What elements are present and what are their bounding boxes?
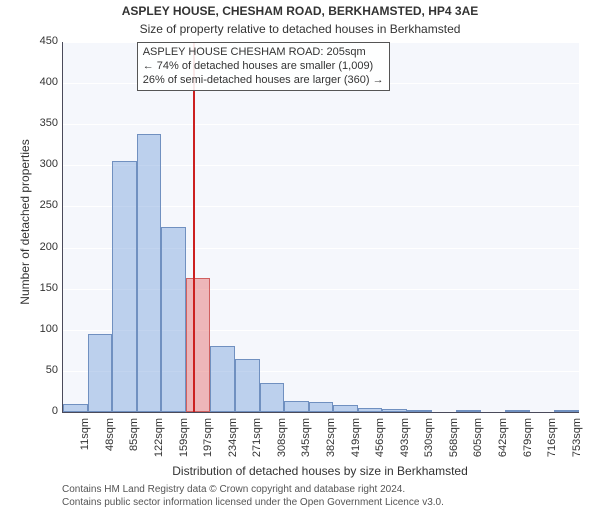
- y-tick-label: 400: [28, 76, 58, 88]
- x-tick-label: 568sqm: [448, 418, 460, 468]
- bar: [309, 402, 334, 412]
- x-tick-label: 11sqm: [79, 418, 91, 468]
- info-box-line: 26% of semi-detached houses are larger (…: [143, 74, 384, 88]
- y-axis-label: Number of detached properties: [18, 122, 32, 322]
- x-tick-label: 234sqm: [227, 418, 239, 468]
- info-box-line: ASPLEY HOUSE CHESHAM ROAD: 205sqm: [143, 46, 384, 60]
- x-tick-label: 716sqm: [546, 418, 558, 468]
- marker-line: [193, 42, 195, 412]
- x-tick-label: 122sqm: [153, 418, 165, 468]
- x-tick-label: 48sqm: [104, 418, 116, 468]
- info-box: ASPLEY HOUSE CHESHAM ROAD: 205sqm← 74% o…: [137, 42, 390, 91]
- bar: [382, 409, 407, 412]
- bar: [284, 401, 309, 412]
- y-tick-label: 50: [28, 364, 58, 376]
- x-tick-label: 530sqm: [423, 418, 435, 468]
- x-tick-label: 679sqm: [522, 418, 534, 468]
- grid-line: [63, 124, 579, 125]
- bar: [161, 227, 186, 412]
- x-tick-label: 456sqm: [374, 418, 386, 468]
- bar-highlight: [186, 278, 211, 412]
- y-tick-label: 150: [28, 282, 58, 294]
- info-box-line: ← 74% of detached houses are smaller (1,…: [143, 60, 384, 74]
- bar: [456, 410, 481, 412]
- y-tick-label: 350: [28, 117, 58, 129]
- x-tick-label: 642sqm: [497, 418, 509, 468]
- x-tick-label: 493sqm: [399, 418, 411, 468]
- bar: [112, 161, 137, 412]
- x-tick-label: 382sqm: [325, 418, 337, 468]
- bar: [210, 346, 235, 412]
- chart-title: ASPLEY HOUSE, CHESHAM ROAD, BERKHAMSTED,…: [0, 4, 600, 18]
- y-tick-label: 450: [28, 35, 58, 47]
- bar: [505, 410, 530, 412]
- x-tick-label: 605sqm: [472, 418, 484, 468]
- y-tick-label: 100: [28, 323, 58, 335]
- bar: [137, 134, 162, 412]
- plot-area: ASPLEY HOUSE CHESHAM ROAD: 205sqm← 74% o…: [62, 42, 579, 413]
- footer-line: Contains public sector information licen…: [62, 497, 444, 509]
- bar: [235, 359, 260, 412]
- y-tick-label: 0: [28, 405, 58, 417]
- x-axis-label: Distribution of detached houses by size …: [62, 464, 578, 478]
- x-tick-label: 345sqm: [300, 418, 312, 468]
- bar: [333, 405, 358, 412]
- bar: [88, 334, 113, 412]
- chart-subtitle: Size of property relative to detached ho…: [0, 22, 600, 36]
- footer-attribution: Contains HM Land Registry data © Crown c…: [62, 484, 444, 509]
- x-tick-label: 271sqm: [251, 418, 263, 468]
- bar: [554, 410, 579, 412]
- x-tick-label: 419sqm: [350, 418, 362, 468]
- bar: [358, 408, 383, 412]
- bar: [63, 404, 88, 412]
- x-tick-label: 753sqm: [571, 418, 583, 468]
- x-tick-label: 308sqm: [276, 418, 288, 468]
- x-tick-label: 197sqm: [202, 418, 214, 468]
- bar: [260, 383, 285, 412]
- y-tick-label: 250: [28, 199, 58, 211]
- x-tick-label: 159sqm: [178, 418, 190, 468]
- x-tick-label: 85sqm: [128, 418, 140, 468]
- y-tick-label: 300: [28, 158, 58, 170]
- footer-line: Contains HM Land Registry data © Crown c…: [62, 484, 444, 497]
- bar: [407, 410, 432, 412]
- y-tick-label: 200: [28, 241, 58, 253]
